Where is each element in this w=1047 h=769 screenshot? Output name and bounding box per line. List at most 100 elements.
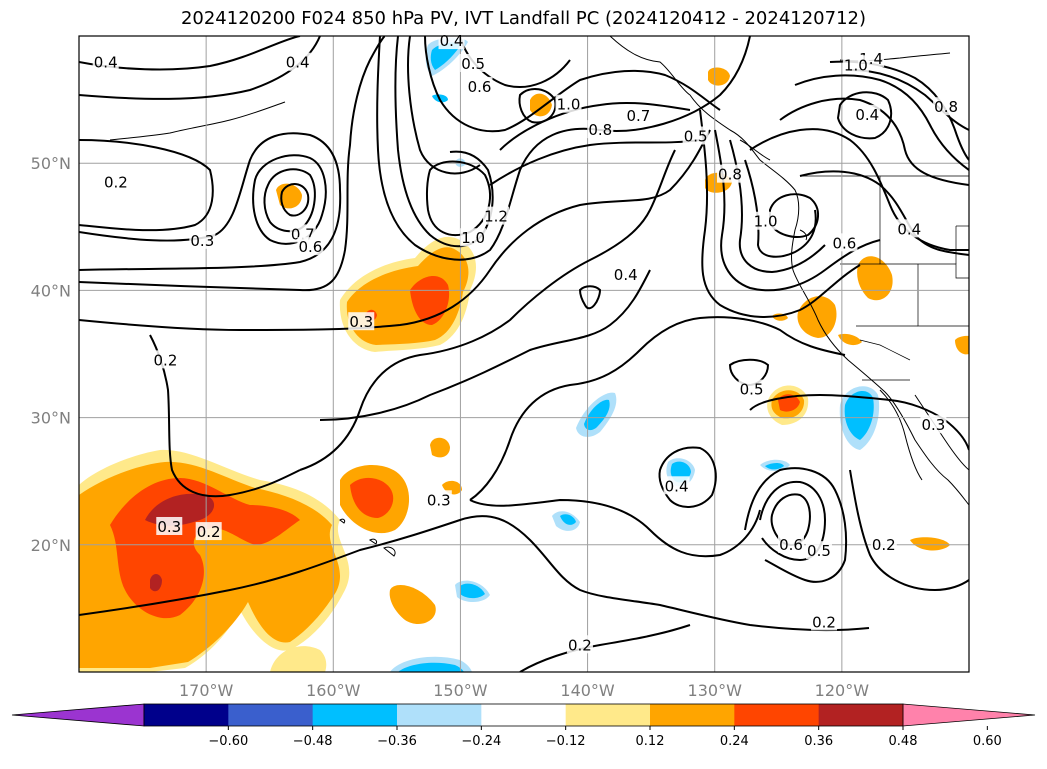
negative-anomaly-region (584, 399, 610, 431)
contour-label-bg (805, 541, 832, 560)
contour-label: 0.4 (440, 32, 464, 50)
contour-line (728, 358, 770, 387)
contour-label-bg (716, 164, 743, 183)
contour-label-bg (778, 534, 804, 553)
contour-label-bg (682, 126, 709, 145)
positive-anomaly-region (430, 437, 450, 458)
contour-label: 0.2 (872, 536, 896, 554)
contour-label: 0.7 (626, 107, 650, 125)
contour-label-bg (297, 237, 324, 256)
positive-anomaly-region (389, 585, 436, 625)
contour-label: 0.4 (614, 266, 638, 284)
colorbar: −0.60 −0.48 −0.36 −0.24 −0.12 0.12 0.24 0.36 0.4… (11, 703, 1036, 749)
map-title: 2024120200 F024 850 hPa PV, IVT Landfall… (180, 8, 867, 29)
colorbar-tick-label: 0.48 (889, 734, 918, 749)
contour-line (759, 480, 827, 562)
contour-line (794, 74, 969, 171)
lon-tick-label: 130°W (688, 681, 743, 700)
map-area[interactable]: 0.4 0.40.40.50.61.00.80.70.51.41.00.4 0.80… (78, 31, 970, 673)
contour-label: 1.0 (557, 96, 581, 114)
contour-label: 0.8 (588, 121, 612, 139)
negative-anomaly-region (765, 463, 784, 470)
contour-label-bg (466, 76, 493, 95)
contour-label: 0.4 (286, 54, 310, 72)
contour-line (489, 139, 701, 186)
contour-label: 0.8 (934, 98, 958, 116)
contour-label: 0.3 (427, 491, 451, 509)
contour-line (769, 193, 819, 238)
contour-label-bg (870, 534, 897, 553)
colorbar-tick-label: −0.24 (461, 734, 501, 749)
lat-tick-label: 50°N (31, 154, 71, 173)
contour-label-bg (738, 379, 765, 398)
contour-label: 0.4 (94, 54, 118, 72)
contour-label-bg (152, 350, 179, 369)
contour-line (836, 91, 893, 140)
contour-label-bg (284, 52, 311, 71)
colorbar-frame (143, 703, 904, 727)
positive-anomaly-region (708, 67, 730, 86)
contour-label: 1.2 (484, 208, 508, 226)
contour-line (319, 269, 651, 421)
contour-label: 0.4 (855, 106, 879, 124)
contour-label-bg (663, 476, 690, 495)
contour-line (252, 154, 327, 245)
contour-label-bg (920, 415, 947, 434)
contour-label: 0.3 (157, 518, 181, 536)
contour-label-bg (156, 516, 183, 535)
colorbar-swatch (818, 704, 904, 726)
negative-anomaly-region (460, 583, 485, 599)
contour-label-bg (189, 230, 216, 249)
contour-line (799, 170, 969, 256)
contour-label-bg (842, 55, 869, 74)
contour-label: 0.2 (197, 523, 221, 541)
contour-label-bg (460, 228, 487, 247)
positive-anomaly-region (150, 574, 162, 592)
colorbar-tick-label: 0.12 (636, 734, 665, 749)
positive-anomaly-region (270, 646, 327, 672)
colorbar-tick-label: −0.12 (546, 734, 586, 749)
contour-label: 0.2 (104, 173, 128, 191)
contour-labels: 0.4 0.40.40.50.61.00.80.70.51.41.00.4 0.80… (92, 31, 960, 654)
colorbar-tick-label: 0.60 (973, 734, 1002, 749)
colorbar-swatch (312, 704, 398, 726)
colorbar-swatch (397, 704, 482, 726)
contour-label: 0.2 (568, 636, 592, 654)
contour-label: 0.5 (740, 381, 764, 399)
contour-line (459, 36, 571, 88)
contour-line (744, 159, 817, 258)
lon-tick-label: 140°W (560, 681, 615, 700)
colorbar-swatch (144, 704, 229, 726)
contour-line (744, 467, 848, 583)
negative-anomaly-region (398, 662, 464, 672)
contour-line (499, 101, 691, 151)
contour-label: 0.4 (665, 477, 689, 495)
contour-label-bg (896, 219, 923, 238)
contour-line (749, 128, 969, 252)
contour-label-bg (933, 97, 960, 116)
contour-label: 0.3 (190, 232, 214, 250)
contour-line (79, 515, 870, 632)
contour-label: 0.4 (897, 220, 921, 238)
lon-tick-label: 170°W (179, 681, 234, 700)
contour-label: 0.2 (812, 613, 836, 631)
colorbar-tick-label: −0.48 (293, 734, 333, 749)
positive-anomaly-region (857, 256, 893, 301)
contour-line (149, 334, 301, 498)
lon-tick-label: 150°W (433, 681, 488, 700)
contour-label: 1.0 (844, 56, 868, 74)
colorbar-extend-high (902, 703, 1036, 727)
longitude-ticks: 170°W 160°W 150°W 140°W 130°W 120°W (179, 681, 869, 700)
colorbar-tick-label: 0.36 (804, 734, 833, 749)
contour-line (394, 36, 494, 248)
contour-label-bg (102, 172, 129, 191)
borders (800, 175, 969, 381)
contour-label: 0.6 (468, 78, 492, 96)
negative-anomaly-region (844, 390, 874, 440)
colorbar-swatch (228, 704, 314, 726)
contour-label: 0.2 (154, 351, 178, 369)
positive-anomaly-region (955, 335, 969, 355)
contour-label-bg (752, 211, 779, 230)
colorbar-tick-label: −0.60 (208, 734, 248, 749)
